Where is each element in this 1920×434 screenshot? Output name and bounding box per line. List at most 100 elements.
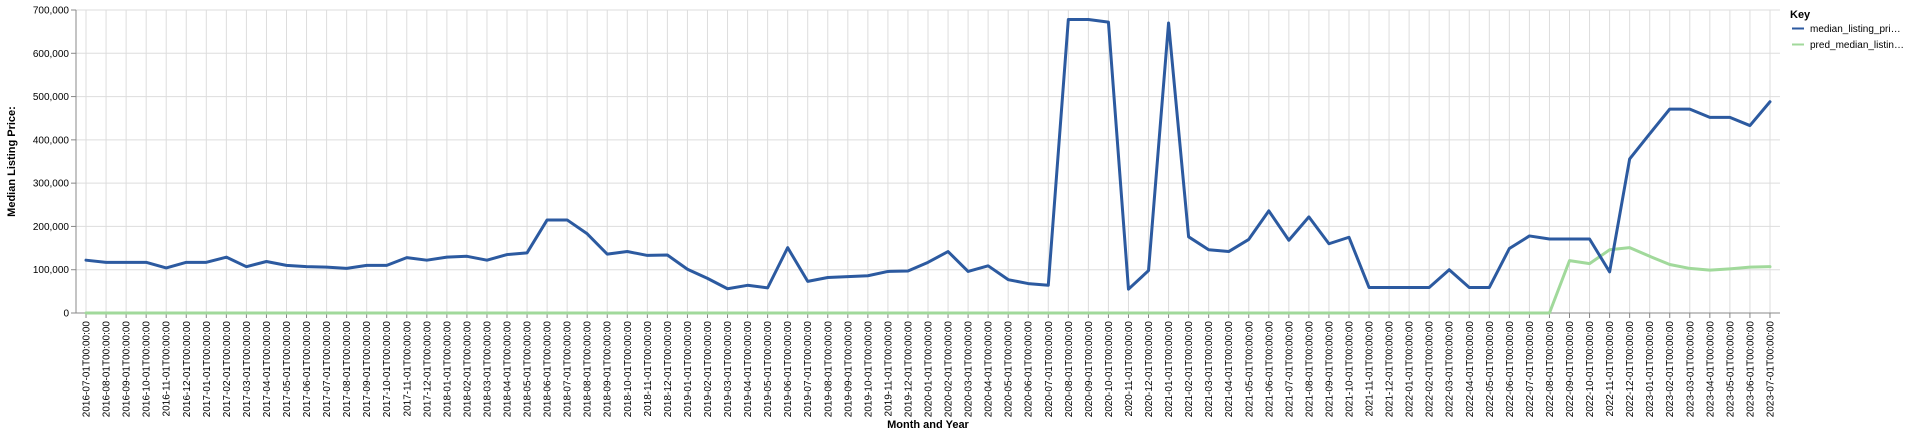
x-tick-label: 2019-08-01T00:00:00	[823, 321, 834, 418]
x-tick-label: 2021-10-01T00:00:00	[1344, 321, 1355, 418]
y-tick-label: 300,000	[33, 179, 70, 190]
x-tick-label: 2016-10-01T00:00:00	[142, 321, 153, 418]
x-tick-label: 2017-01-01T00:00:00	[202, 321, 213, 418]
y-axis-title: Median Listing Price:	[6, 106, 18, 217]
y-tick-label: 500,000	[33, 92, 70, 103]
x-tick-label: 2022-06-01T00:00:00	[1505, 321, 1516, 418]
x-tick-label: 2019-11-01T00:00:00	[883, 321, 894, 417]
x-tick-label: 2017-03-01T00:00:00	[242, 321, 253, 418]
x-tick-label: 2022-12-01T00:00:00	[1625, 321, 1636, 418]
x-tick-label: 2020-09-01T00:00:00	[1084, 321, 1095, 418]
series-line-1	[84, 246, 1772, 315]
x-tick-label: 2023-06-01T00:00:00	[1745, 321, 1756, 418]
x-tick-labels: 2016-07-01T00:00:00 2016-08-01T00:00:00 20…	[82, 321, 1777, 418]
x-tick-label: 2020-11-01T00:00:00	[1124, 321, 1135, 417]
x-tick-label: 2016-09-01T00:00:00	[122, 321, 133, 418]
x-tick-label: 2020-03-01T00:00:00	[964, 321, 975, 418]
x-tick-label: 2023-02-01T00:00:00	[1665, 321, 1676, 418]
x-tick-label: 2018-05-01T00:00:00	[523, 321, 534, 418]
x-tick-label: 2020-02-01T00:00:00	[944, 321, 955, 418]
x-tick-label: 2021-08-01T00:00:00	[1304, 321, 1315, 418]
x-tick-label: 2017-08-01T00:00:00	[342, 321, 353, 418]
legend-title: Key	[1790, 9, 1811, 21]
x-tick-label: 2016-11-01T00:00:00	[162, 321, 173, 417]
x-tick-label: 2022-08-01T00:00:00	[1545, 321, 1556, 418]
x-tick-label: 2018-08-01T00:00:00	[583, 321, 594, 418]
x-tick-label: 2022-05-01T00:00:00	[1485, 321, 1496, 418]
x-tick-label: 2021-11-01T00:00:00	[1365, 321, 1376, 417]
x-tick-label: 2016-12-01T00:00:00	[182, 321, 193, 418]
x-tick-label: 2019-10-01T00:00:00	[863, 321, 874, 418]
x-tick-label: 2020-04-01T00:00:00	[984, 321, 995, 418]
x-tick-label: 2023-04-01T00:00:00	[1705, 321, 1716, 418]
x-tick-label: 2019-06-01T00:00:00	[783, 321, 794, 418]
x-tick-label: 2018-10-01T00:00:00	[623, 321, 634, 418]
x-tick-label: 2018-12-01T00:00:00	[663, 321, 674, 418]
series-line-0	[84, 18, 1772, 291]
x-tick-label: 2017-04-01T00:00:00	[262, 321, 273, 418]
x-tick-label: 2020-10-01T00:00:00	[1104, 321, 1115, 418]
x-tick-label: 2021-02-01T00:00:00	[1184, 321, 1195, 418]
x-tick-label: 2017-12-01T00:00:00	[422, 321, 433, 418]
x-tick-label: 2017-05-01T00:00:00	[282, 321, 293, 418]
x-tick-label: 2022-03-01T00:00:00	[1445, 321, 1456, 418]
x-tick-label: 2021-07-01T00:00:00	[1284, 321, 1295, 418]
x-tick-label: 2020-12-01T00:00:00	[1144, 321, 1155, 418]
x-tick-label: 2021-09-01T00:00:00	[1324, 321, 1335, 418]
x-tick-label: 2019-09-01T00:00:00	[843, 321, 854, 418]
x-tick-label: 2023-03-01T00:00:00	[1685, 321, 1696, 418]
x-tick-label: 2020-05-01T00:00:00	[1004, 321, 1015, 418]
x-tick-label: 2021-01-01T00:00:00	[1164, 321, 1175, 418]
x-axis-title: Month and Year	[887, 419, 969, 431]
x-tick-label: 2020-06-01T00:00:00	[1024, 321, 1035, 418]
y-tick-label: 100,000	[33, 265, 70, 276]
x-tick-label: 2020-07-01T00:00:00	[1044, 321, 1055, 418]
x-tick-label: 2020-08-01T00:00:00	[1064, 321, 1075, 418]
x-tick-label: 2016-07-01T00:00:00	[82, 321, 93, 418]
x-tick-label: 2017-07-01T00:00:00	[322, 321, 333, 418]
x-tick-label: 2016-08-01T00:00:00	[102, 321, 113, 418]
x-tick-label: 2023-07-01T00:00:00	[1765, 321, 1776, 418]
y-tick-label: 0	[63, 309, 69, 320]
x-tick-label: 2022-04-01T00:00:00	[1465, 321, 1476, 418]
x-tick-label: 2019-04-01T00:00:00	[743, 321, 754, 418]
x-tick-label: 2023-05-01T00:00:00	[1725, 321, 1736, 418]
x-tick-label: 2022-09-01T00:00:00	[1565, 321, 1576, 418]
x-tick-label: 2017-02-01T00:00:00	[222, 321, 233, 418]
y-tick-label: 400,000	[33, 135, 70, 146]
x-tick-label: 2023-01-01T00:00:00	[1645, 321, 1656, 418]
x-tick-label: 2021-05-01T00:00:00	[1244, 321, 1255, 418]
x-tick-label: 2019-05-01T00:00:00	[763, 321, 774, 418]
x-tick-label: 2021-03-01T00:00:00	[1204, 321, 1215, 418]
x-tick-label: 2018-07-01T00:00:00	[563, 321, 574, 418]
x-tick-label: 2022-11-01T00:00:00	[1605, 321, 1616, 417]
gridlines	[76, 9, 1780, 314]
axes	[71, 9, 1780, 318]
x-tick-label: 2022-07-01T00:00:00	[1525, 321, 1536, 418]
y-tick-label: 200,000	[33, 222, 70, 233]
x-tick-label: 2021-06-01T00:00:00	[1264, 321, 1275, 418]
legend-label: median_listing_pri…	[1810, 24, 1901, 35]
x-tick-label: 2018-02-01T00:00:00	[462, 321, 473, 418]
y-tick-labels: 0 100,000 200,000 300,000 400,000 500,000 600,…	[33, 6, 70, 320]
x-tick-label: 2018-09-01T00:00:00	[603, 321, 614, 418]
y-tick-label: 600,000	[33, 49, 70, 60]
x-tick-label: 2022-10-01T00:00:00	[1585, 321, 1596, 418]
x-tick-label: 2018-06-01T00:00:00	[543, 321, 554, 418]
x-tick-label: 2019-12-01T00:00:00	[903, 321, 914, 418]
x-tick-label: 2018-11-01T00:00:00	[643, 321, 654, 417]
x-tick-label: 2020-01-01T00:00:00	[924, 321, 935, 418]
x-tick-label: 2017-06-01T00:00:00	[302, 321, 313, 418]
x-tick-label: 2018-03-01T00:00:00	[482, 321, 493, 418]
legend-label: pred_median_listin…	[1810, 40, 1904, 51]
x-tick-label: 2018-04-01T00:00:00	[503, 321, 514, 418]
x-tick-label: 2017-11-01T00:00:00	[402, 321, 413, 417]
x-tick-label: 2019-03-01T00:00:00	[723, 321, 734, 418]
x-tick-label: 2021-04-01T00:00:00	[1224, 321, 1235, 418]
x-tick-label: 2019-02-01T00:00:00	[703, 321, 714, 418]
x-tick-label: 2017-09-01T00:00:00	[362, 321, 373, 418]
x-tick-label: 2021-12-01T00:00:00	[1385, 321, 1396, 418]
x-tick-label: 2022-01-01T00:00:00	[1405, 321, 1416, 418]
y-tick-label: 700,000	[33, 6, 70, 17]
